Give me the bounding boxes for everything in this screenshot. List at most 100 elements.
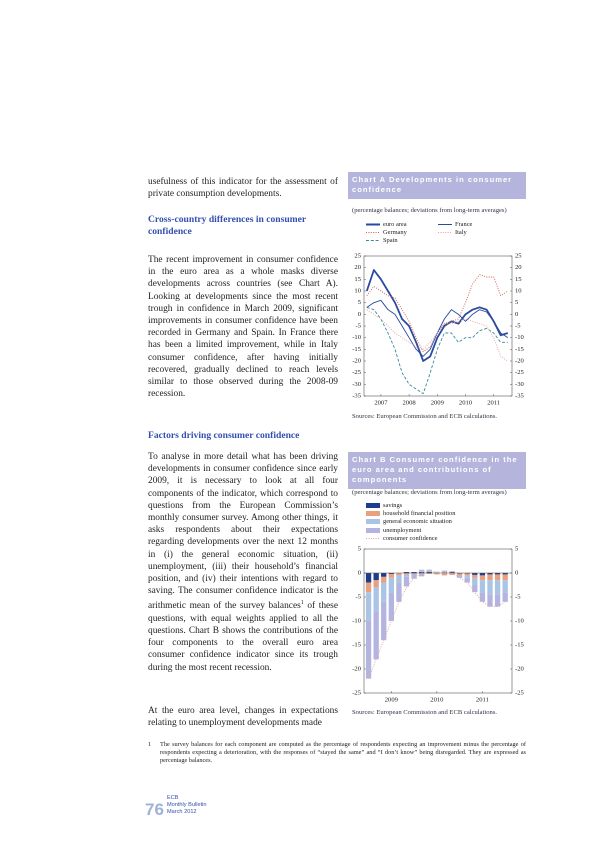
legend-box — [366, 527, 380, 533]
legend-swatch — [366, 240, 380, 242]
y-tick-label: -30 — [515, 381, 524, 388]
bar-segment — [381, 582, 387, 602]
bar-segment — [464, 573, 470, 576]
bar-segment — [426, 573, 432, 574]
y-tick-label: -5 — [515, 594, 521, 601]
series-line — [366, 306, 508, 395]
chart: -35 -35 -30 -30 -25 -25 -20 -20 -15 -15 -10 -10 -5 -5… — [352, 253, 524, 407]
y-tick-label: 5 — [358, 299, 362, 306]
legend-label: consumer confidence — [383, 534, 438, 542]
bar-segment — [365, 582, 372, 593]
y-tick-label: -5 — [515, 323, 521, 330]
paragraph: At the euro area level, changes in expec… — [148, 706, 338, 729]
legend-label: France — [455, 221, 473, 228]
legend-item: euro area — [366, 221, 407, 229]
page-number: 76 — [145, 800, 164, 819]
chart-subtitle: (percentage balances; deviations from lo… — [352, 207, 507, 214]
bar-segment — [449, 571, 455, 573]
y-tick-label: -5 — [356, 594, 362, 601]
bar-segment — [419, 573, 425, 574]
plot-frame — [363, 255, 513, 397]
bar-segment — [403, 572, 410, 573]
bar-segment — [381, 601, 387, 641]
chart-title: Chart A Developments in consumer confide… — [348, 172, 526, 199]
bar-segment — [365, 592, 372, 621]
legend-label: Spain — [383, 237, 398, 245]
paragraph: To analyse in more detail what has been … — [148, 451, 338, 674]
bar-segment — [449, 572, 455, 573]
bar-segment — [441, 570, 448, 572]
bar-segment — [403, 573, 410, 575]
y-tick-label: 0 — [515, 570, 519, 577]
bar-segment — [419, 569, 425, 573]
bar-segment — [419, 573, 425, 577]
y-tick-label: -35 — [515, 393, 524, 400]
y-tick-label: 10 — [354, 288, 361, 295]
paragraph: The recent improvement in consumer confi… — [148, 255, 338, 400]
legend-swatch — [366, 527, 380, 533]
bar-segment — [434, 573, 440, 575]
y-tick-label: -20 — [352, 666, 361, 673]
legend-item: consumer confidence — [366, 535, 437, 543]
bar-segment — [472, 585, 478, 593]
bar-segment — [502, 573, 508, 575]
bar-segment — [434, 571, 440, 573]
bar-segment — [396, 582, 402, 602]
bar-segment — [381, 576, 387, 583]
bar-segment — [396, 575, 402, 583]
x-tick-label: 2011 — [487, 400, 500, 407]
bar-segment — [388, 592, 394, 621]
y-tick-label: 0 — [358, 311, 362, 318]
bar-segment — [494, 573, 501, 575]
x-tick-label: 2009 — [431, 400, 445, 407]
bar-segment — [411, 573, 417, 574]
bar-segment — [487, 573, 493, 575]
series-line — [366, 309, 509, 362]
series-line — [366, 299, 509, 357]
legend-item: household financial position — [366, 510, 455, 518]
heading: Factors driving consumer confidence — [148, 430, 300, 441]
chart-title: Chart B Consumer confidence in the euro … — [348, 452, 526, 489]
y-tick-label: 20 — [515, 264, 522, 271]
series-line — [365, 269, 509, 362]
y-tick-label: -25 — [515, 369, 524, 376]
legend-label: savings — [383, 502, 403, 509]
y-tick-label: 10 — [515, 288, 522, 295]
legend-box — [366, 511, 380, 517]
y-tick-label: -15 — [515, 346, 524, 353]
x-tick-label: 2007 — [374, 400, 388, 407]
y-tick-label: -15 — [352, 642, 361, 649]
y-tick-label: 25 — [515, 253, 522, 260]
bar-segment — [479, 575, 486, 581]
y-tick-label: -10 — [352, 618, 361, 625]
legend-box — [366, 519, 380, 525]
legend-label: general economic situation — [383, 518, 452, 526]
x-tick-label: 2011 — [476, 697, 489, 704]
footer-text: March 2012 — [167, 809, 197, 815]
bar-segment — [502, 580, 508, 593]
y-tick-label: 0 — [358, 570, 362, 577]
bar-segment — [373, 587, 379, 612]
bar-segment — [472, 574, 478, 578]
y-tick-label: 20 — [354, 264, 361, 271]
bar-segment — [494, 574, 501, 581]
y-tick-label: 25 — [354, 253, 361, 260]
bar-segment — [441, 571, 448, 573]
heading: Cross-country differences in consumer co… — [148, 214, 307, 238]
chart-source: Sources: European Commission and ECB cal… — [352, 413, 498, 420]
bar-segment — [472, 573, 478, 575]
y-tick-label: -15 — [352, 346, 361, 353]
y-tick-label: -10 — [515, 334, 524, 341]
bar-segment — [441, 573, 448, 576]
y-tick-label: -20 — [352, 358, 361, 365]
bar-segment — [487, 580, 493, 595]
bar-segment — [403, 576, 410, 587]
bar-segment — [373, 580, 379, 588]
legend-swatch — [366, 223, 380, 226]
y-tick-label: 5 — [515, 546, 519, 553]
bar-segment — [464, 577, 470, 583]
bar-segment — [449, 573, 455, 575]
bar-segment — [411, 573, 417, 579]
legend-label: household financial position — [383, 510, 456, 518]
